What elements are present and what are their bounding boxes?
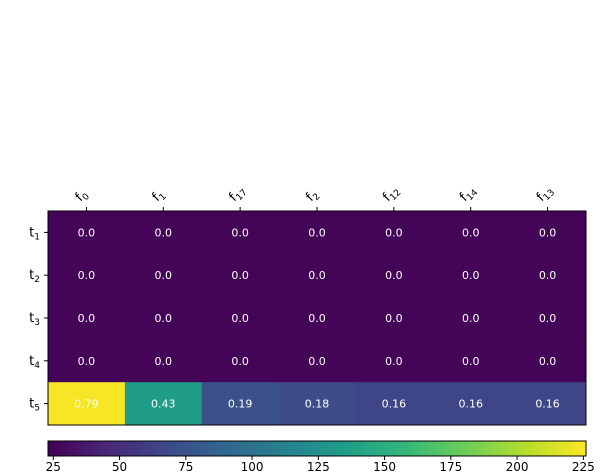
heatmap-cell — [124, 339, 203, 383]
heatmap-cell — [278, 382, 356, 426]
heatmap-cell — [124, 382, 203, 426]
y-tick-label: t4 — [29, 354, 40, 371]
heatmap-frame — [47, 210, 587, 426]
heatmap-cell — [48, 253, 126, 298]
y-tick-label: t1 — [29, 225, 40, 242]
heatmap-cell — [124, 253, 203, 298]
cell-value-label: 0.16 — [458, 398, 483, 411]
x-tick-label: f13 — [534, 183, 557, 206]
cell-value-label: 0.0 — [462, 226, 480, 239]
y-tick-label: t2 — [29, 268, 40, 285]
cell-value-label: 0.0 — [539, 269, 557, 282]
cell-value-label: 0.0 — [155, 269, 173, 282]
colorbar-tick-label: 25 — [46, 460, 61, 473]
cell-value-label: 0.18 — [305, 398, 330, 411]
heatmap-cell — [432, 296, 510, 340]
cell-value-label: 0.16 — [382, 398, 407, 411]
colorbar-gradient — [47, 440, 587, 457]
cell-value-label: 0.0 — [385, 269, 403, 282]
cell-value-label: 0.0 — [78, 269, 96, 282]
heatmap-cell — [201, 253, 280, 298]
heatmap-cell — [124, 211, 203, 255]
heatmap-cell — [509, 211, 587, 255]
cell-value-label: 0.0 — [78, 312, 96, 325]
heatmap-cell — [509, 253, 587, 298]
heatmap-cell — [201, 296, 280, 340]
colorbar-tick-label: 125 — [307, 460, 330, 473]
heatmap-cell — [432, 382, 510, 426]
colorbar-tick-label: 75 — [178, 460, 193, 473]
cell-value-label: 0.43 — [151, 398, 176, 411]
heatmap-cell — [278, 339, 356, 383]
x-tick-label: f2 — [303, 187, 322, 206]
heatmap-cell — [509, 382, 587, 426]
cell-value-label: 0.0 — [231, 355, 249, 368]
heatmap-cell — [355, 211, 433, 255]
heatmap-cell — [432, 339, 510, 383]
cell-value-label: 0.0 — [308, 226, 326, 239]
cell-value-label: 0.0 — [385, 226, 403, 239]
cell-value-label: 0.0 — [231, 269, 249, 282]
colorbar-tick-label: 200 — [506, 460, 529, 473]
y-axis: t1 t2 t3 t4 t5 — [29, 225, 48, 414]
heatmap-cell — [432, 211, 510, 255]
cell-value-label: 0.0 — [78, 226, 96, 239]
heatmap-cell — [48, 382, 126, 426]
x-tick-label: f17 — [226, 183, 249, 206]
x-tick-label: f1 — [150, 187, 169, 206]
cell-value-label: 0.0 — [539, 226, 557, 239]
cell-value-label: 0.0 — [539, 312, 557, 325]
x-tick-label: f0 — [73, 187, 93, 207]
heatmap-grid: 0.0 0.0 0.0 0.0 0.0 0.0 0.0 0.0 0.0 0.0 0.0 0.0 0.0 0… — [48, 211, 587, 426]
heatmap-cell — [509, 339, 587, 383]
x-axis: f0 f1 f17 f2 f12 f14 f13 — [73, 183, 557, 211]
colorbar: 25 50 75 100 125 150 175 200 225 — [46, 440, 595, 473]
cell-value-label: 0.0 — [155, 355, 173, 368]
cell-value-label: 0.0 — [231, 312, 249, 325]
cell-value-label: 0.0 — [539, 355, 557, 368]
colorbar-tick-label: 100 — [241, 460, 264, 473]
x-tick-label: f14 — [457, 183, 481, 207]
cell-value-label: 0.0 — [308, 269, 326, 282]
cell-value-label: 0.0 — [155, 226, 173, 239]
cell-value-label: 0.0 — [308, 312, 326, 325]
colorbar-tick-label: 225 — [572, 460, 595, 473]
heatmap-cell — [509, 296, 587, 340]
heatmap-cell — [355, 382, 433, 426]
heatmap-cell — [278, 253, 356, 298]
heatmap-cell — [355, 339, 433, 383]
cell-value-label: 0.0 — [462, 355, 480, 368]
cell-value-label: 0.0 — [78, 355, 96, 368]
heatmap-cell — [278, 296, 356, 340]
y-tick-label: t5 — [29, 397, 40, 414]
heatmap-cell — [201, 339, 280, 383]
cell-value-label: 0.0 — [462, 269, 480, 282]
cell-value-label: 0.19 — [228, 398, 253, 411]
y-tick-label: t3 — [29, 311, 40, 328]
heatmap-cell — [355, 296, 433, 340]
cell-value-label: 0.0 — [155, 312, 173, 325]
heatmap-cell — [124, 296, 203, 340]
cell-value-label: 0.79 — [74, 398, 99, 411]
heatmap-cell — [432, 253, 510, 298]
cell-value-label: 0.0 — [385, 355, 403, 368]
heatmap-cell — [201, 211, 280, 255]
heatmap-cell — [201, 382, 280, 426]
colorbar-tick-label: 50 — [112, 460, 127, 473]
cell-value-label: 0.0 — [231, 226, 249, 239]
heatmap-cell — [48, 296, 126, 340]
colorbar-tick-label: 150 — [373, 460, 396, 473]
x-tick-label: f12 — [380, 183, 403, 206]
colorbar-tick-label: 175 — [439, 460, 462, 473]
heatmap-cell — [48, 339, 126, 383]
cell-value-label: 0.16 — [535, 398, 560, 411]
heatmap-cell — [355, 253, 433, 298]
heatmap-cell — [278, 211, 356, 255]
cell-value-label: 0.0 — [385, 312, 403, 325]
cell-value-label: 0.0 — [462, 312, 480, 325]
cell-value-label: 0.0 — [308, 355, 326, 368]
heatmap-cell — [48, 211, 126, 255]
